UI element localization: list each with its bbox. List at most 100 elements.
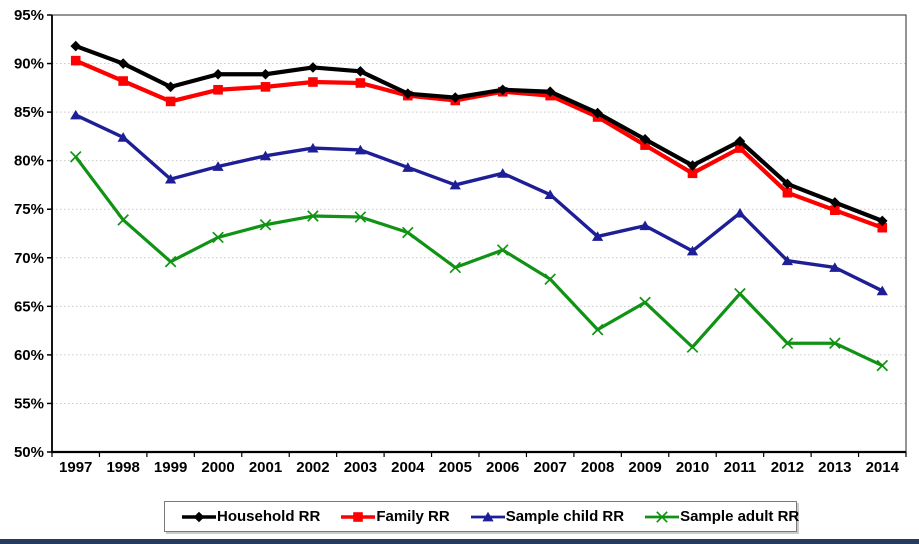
x-tick-label: 2006 bbox=[486, 459, 519, 476]
data-point bbox=[69, 150, 82, 163]
data-point bbox=[781, 255, 793, 266]
y-tick-label: 90% bbox=[14, 56, 44, 73]
data-point bbox=[307, 210, 319, 222]
x-tick-label: 1999 bbox=[154, 459, 187, 476]
legend-item-sample-adult-rr: Sample adult RR bbox=[645, 509, 799, 524]
data-point bbox=[592, 231, 604, 241]
data-point bbox=[639, 220, 651, 231]
sample-adult-rr-x-marker-icon bbox=[645, 510, 680, 523]
data-point bbox=[496, 244, 509, 256]
data-point bbox=[353, 511, 364, 522]
data-point bbox=[734, 135, 746, 147]
household-rr-diamond-marker-icon bbox=[182, 511, 216, 522]
axes bbox=[47, 14, 907, 457]
data-point bbox=[876, 285, 888, 296]
x-tick-label: 2007 bbox=[533, 459, 566, 476]
data-point bbox=[260, 82, 271, 92]
data-point bbox=[402, 88, 414, 99]
data-point bbox=[213, 84, 223, 95]
data-point bbox=[830, 205, 840, 215]
data-point bbox=[355, 78, 366, 88]
y-tick-label: 60% bbox=[14, 347, 44, 364]
series-sample-child-rr bbox=[70, 109, 888, 296]
x-tick-label: 1997 bbox=[59, 459, 92, 476]
data-point bbox=[70, 109, 82, 120]
y-tick-label: 75% bbox=[14, 201, 44, 218]
data-point bbox=[829, 337, 841, 350]
x-tick-label: 2002 bbox=[296, 459, 329, 476]
data-point bbox=[449, 92, 461, 103]
data-point bbox=[117, 58, 129, 69]
data-point bbox=[877, 222, 888, 233]
data-point bbox=[687, 168, 698, 179]
data-point bbox=[734, 287, 746, 300]
data-point bbox=[70, 40, 82, 52]
legend: Household RR Family RR Sample child RR Samp… bbox=[164, 501, 799, 532]
data-point bbox=[259, 150, 272, 161]
data-point bbox=[639, 296, 651, 309]
x-axis-labels: 1997 1998 1999 2000 2001 2002 2003 2004 2005 2006… bbox=[59, 459, 900, 476]
legend-item-household-rr: Household RR bbox=[182, 509, 320, 524]
x-axis-ticks bbox=[51, 452, 907, 457]
x-tick-label: 2005 bbox=[439, 459, 472, 476]
x-tick-label: 2012 bbox=[771, 459, 804, 476]
data-point bbox=[544, 273, 556, 285]
series-line bbox=[74, 113, 884, 293]
data-point bbox=[164, 255, 177, 268]
data-point bbox=[781, 337, 794, 350]
legend-label: Family RR bbox=[376, 508, 450, 525]
data-point bbox=[212, 161, 224, 171]
data-point bbox=[640, 140, 650, 150]
legend-label: Household RR bbox=[217, 508, 321, 525]
legend-item-sample-child-rr: Sample child RR bbox=[470, 508, 625, 525]
x-tick-label: 2000 bbox=[201, 459, 234, 476]
data-point bbox=[70, 55, 81, 66]
data-point bbox=[544, 189, 556, 200]
data-point bbox=[782, 187, 793, 198]
data-point bbox=[212, 68, 224, 80]
data-point bbox=[482, 511, 494, 521]
y-tick-label: 95% bbox=[14, 7, 44, 24]
data-point bbox=[165, 81, 176, 93]
x-tick-label: 2011 bbox=[724, 459, 757, 476]
y-tick-label: 65% bbox=[14, 298, 44, 315]
legend-label: Sample child RR bbox=[505, 508, 625, 525]
data-point bbox=[449, 179, 461, 190]
data-point bbox=[449, 261, 462, 274]
data-point bbox=[639, 134, 651, 145]
data-point bbox=[307, 62, 319, 73]
response-rate-line-chart: 95%90%85%80%75%70%65%60%55%50%1997 1998 19… bbox=[14, 7, 907, 476]
data-point bbox=[402, 226, 414, 239]
data-point bbox=[118, 76, 128, 86]
y-tick-label: 50% bbox=[14, 444, 44, 461]
series-line bbox=[74, 44, 884, 223]
x-tick-label: 2014 bbox=[866, 459, 900, 476]
data-point bbox=[497, 84, 509, 96]
y-tick-label: 55% bbox=[14, 395, 44, 412]
data-point bbox=[544, 86, 556, 98]
data-point bbox=[591, 323, 604, 336]
data-point bbox=[354, 211, 367, 223]
sample-child-rr-triangle-marker-icon bbox=[470, 511, 505, 521]
y-axis-labels: 95% 90% 85% 80% 75% 70% 65% 60% 55% 50% bbox=[14, 7, 44, 461]
series-sample-adult-rr bbox=[69, 150, 889, 372]
series-line bbox=[74, 155, 883, 368]
data-point bbox=[829, 262, 841, 272]
y-tick-label: 70% bbox=[14, 250, 44, 267]
data-point bbox=[259, 218, 272, 231]
data-point bbox=[876, 215, 888, 227]
series-line bbox=[74, 58, 884, 230]
data-point bbox=[165, 173, 177, 184]
data-point bbox=[117, 214, 129, 226]
legend-label: Sample adult RR bbox=[680, 508, 800, 525]
bottom-border-bar bbox=[0, 539, 919, 544]
x-tick-label: 2003 bbox=[344, 459, 377, 476]
data-point bbox=[782, 178, 793, 190]
y-tick-label: 85% bbox=[14, 104, 44, 121]
data-point bbox=[686, 245, 699, 256]
x-tick-label: 2013 bbox=[818, 459, 851, 476]
data-point bbox=[260, 68, 271, 80]
data-point bbox=[117, 132, 129, 142]
data-point bbox=[497, 168, 509, 178]
data-point bbox=[686, 341, 699, 353]
